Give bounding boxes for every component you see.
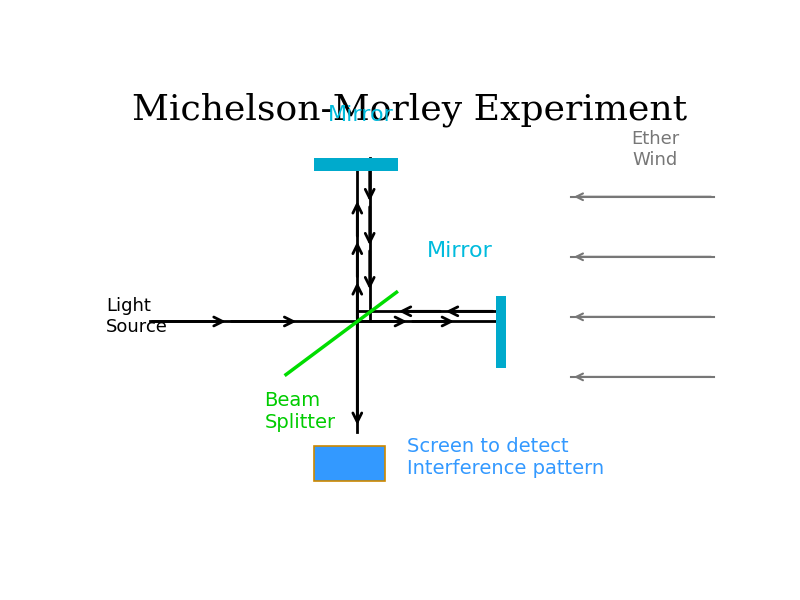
Bar xyxy=(314,446,386,481)
Text: Michelson-Morley Experiment: Michelson-Morley Experiment xyxy=(133,93,687,127)
Text: Light
Source: Light Source xyxy=(106,298,168,336)
Text: Beam
Splitter: Beam Splitter xyxy=(264,391,335,432)
Text: Mirror: Mirror xyxy=(426,241,493,262)
Bar xyxy=(314,158,398,172)
Text: Mirror: Mirror xyxy=(327,105,394,125)
Text: Screen to detect
Interference pattern: Screen to detect Interference pattern xyxy=(407,437,604,478)
Bar xyxy=(495,296,506,368)
Text: Ether
Wind: Ether Wind xyxy=(630,130,679,169)
